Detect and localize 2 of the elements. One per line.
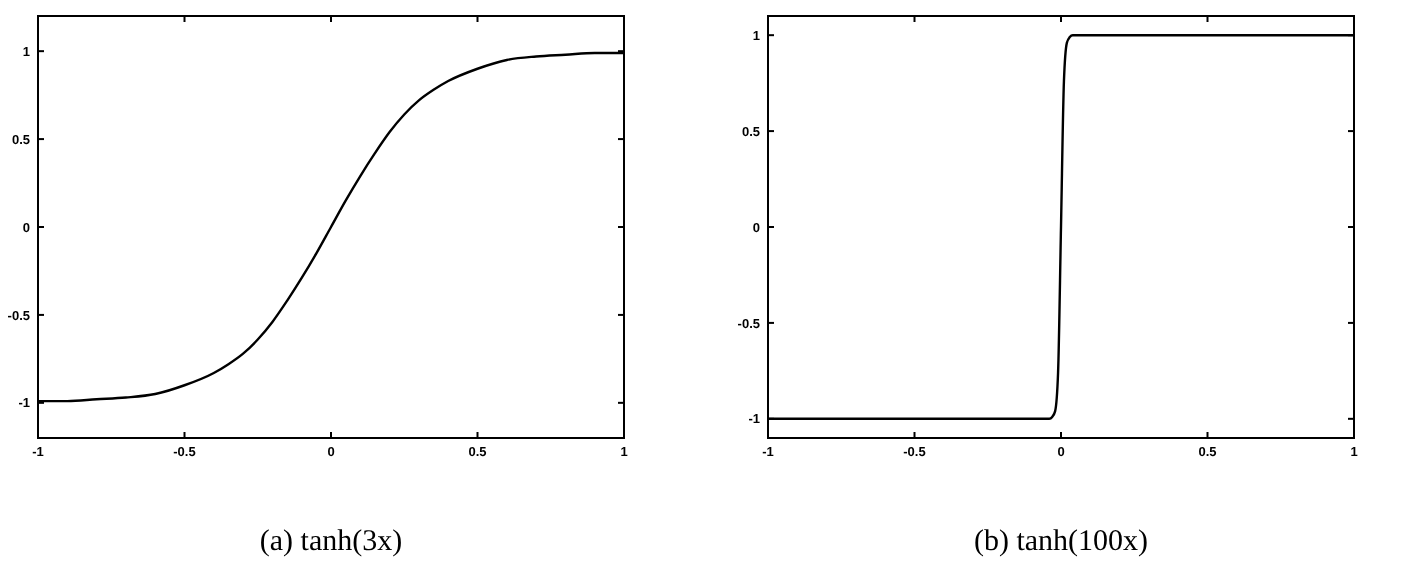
text: (b) tanh(100x) xyxy=(973,526,1149,558)
text: (a) tanh(3x) xyxy=(259,526,403,558)
